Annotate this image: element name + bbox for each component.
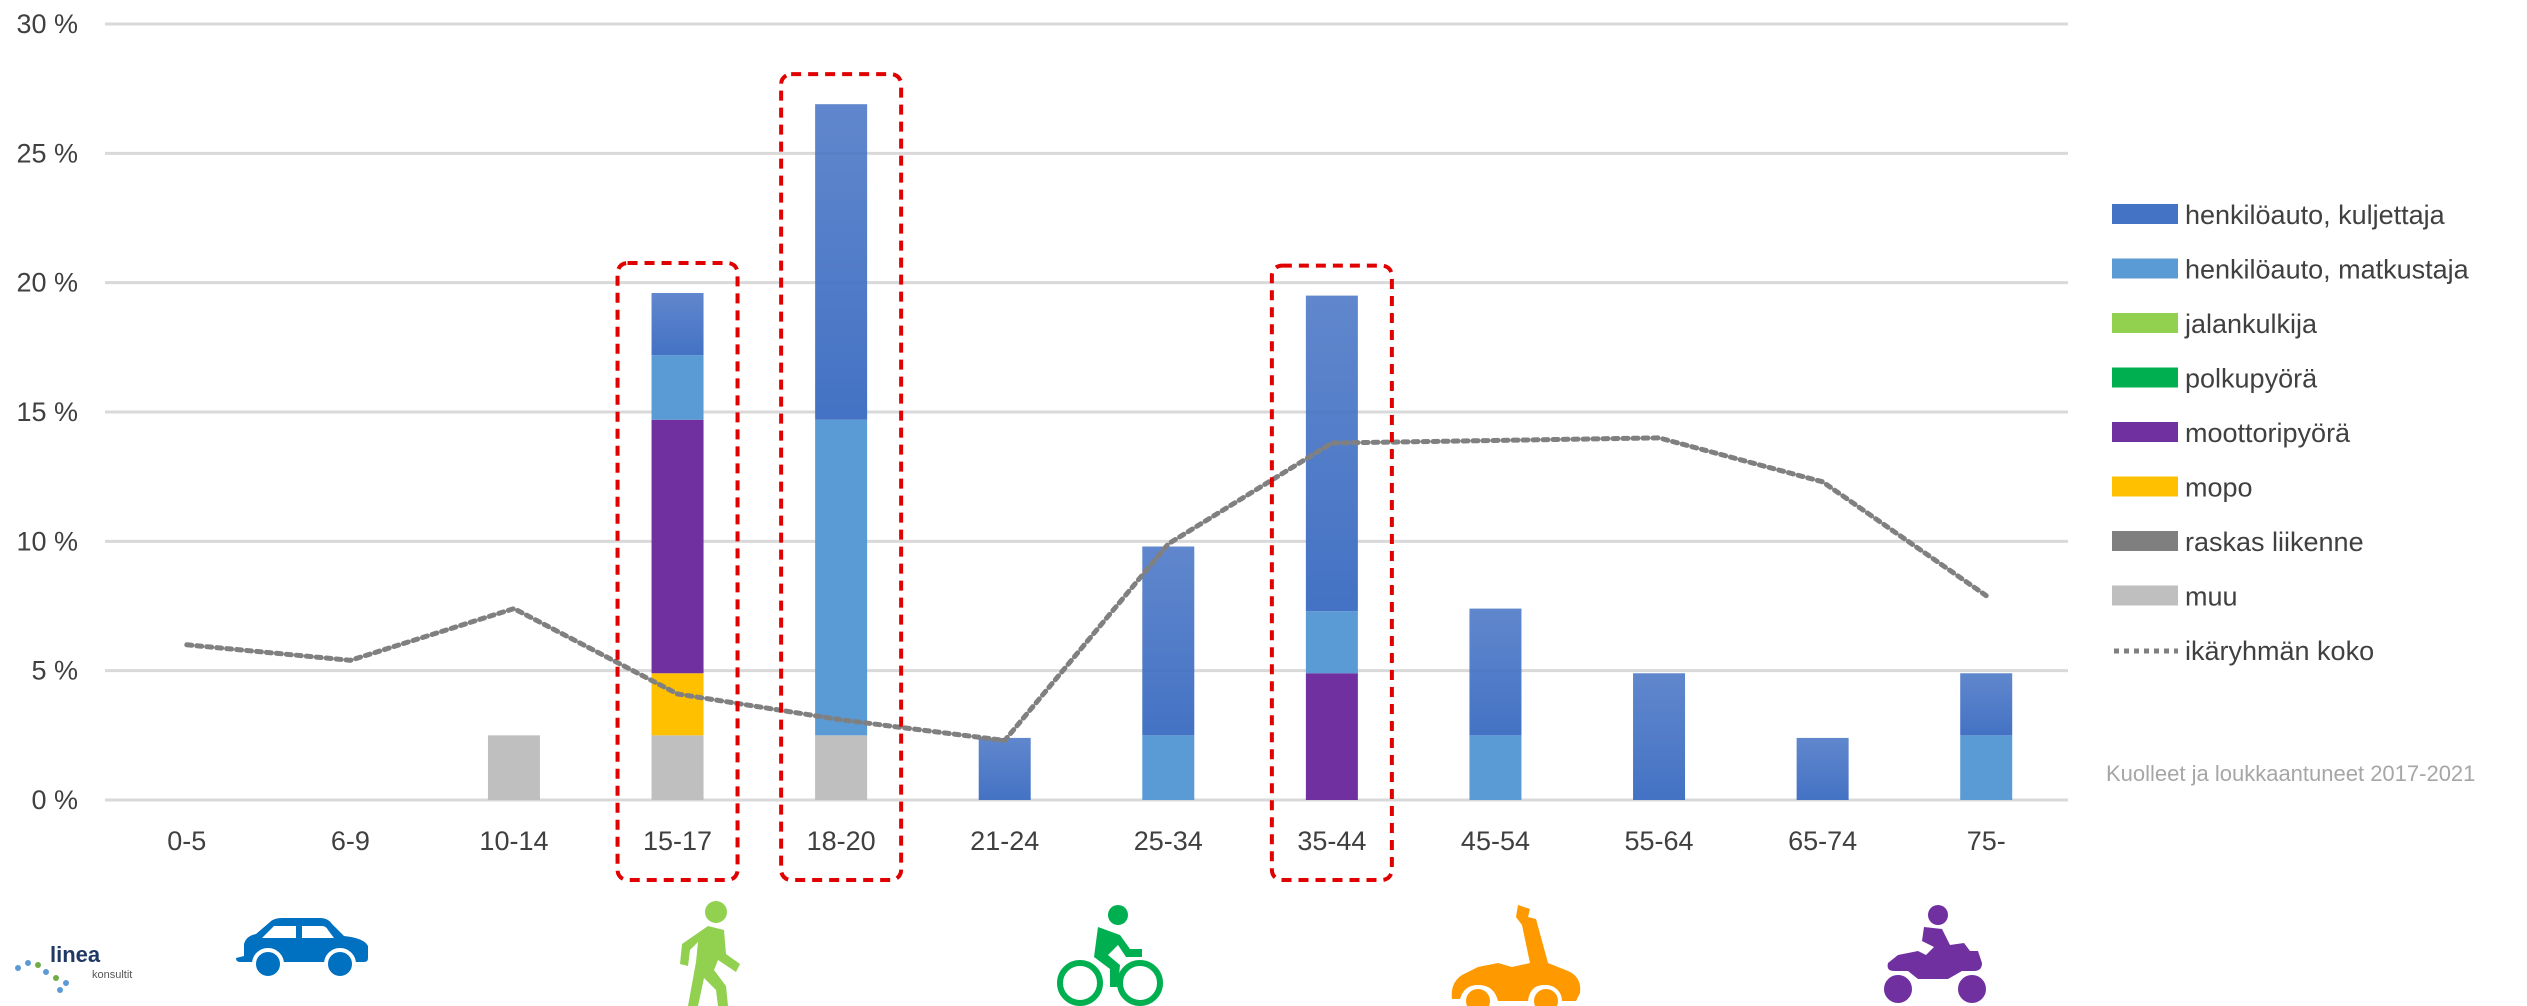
legend-swatch [2112,422,2178,442]
legend: henkilöauto, kuljettaja henkilöauto, matk… [2112,200,2470,666]
bar-segment [815,419,868,736]
legend-swatch [2112,531,2178,551]
legend-swatch [2112,367,2178,388]
bar-segment [1142,735,1195,800]
legend-label: henkilöauto, matkustaja [2185,255,2470,285]
bar-segment [651,419,704,674]
moped-icon [1451,905,1581,1006]
bar-segment [1960,673,2013,736]
y-tick-label: 25 % [16,138,78,168]
bicycle-icon [1057,905,1163,1006]
bar-segment [978,737,1031,800]
legend-label: mopo [2185,473,2253,503]
x-tick-label: 18-20 [807,826,876,856]
legend-label: jalankulkija [2184,309,2318,339]
y-tick-label: 20 % [16,268,78,298]
x-tick-label: 10-14 [479,826,548,856]
x-tick-label: 0-5 [167,826,206,856]
gridlines [105,22,2068,802]
legend-label: henkilöauto, kuljettaja [2185,200,2446,230]
x-tick-label: 35-44 [1297,826,1366,856]
legend-label: polkupyörä [2185,364,2318,394]
x-tick-label: 6-9 [331,826,370,856]
bar-segment [1796,737,1849,800]
legend-label: ikäryhmän koko [2185,636,2374,666]
car-icon [236,918,368,980]
bar-segment [1469,608,1522,736]
y-tick-label: 30 % [16,9,78,39]
bar-segment [1960,735,2013,800]
y-tick-label: 10 % [16,526,78,556]
motorcycle-icon [1880,905,1990,1006]
pedestrian-icon [680,901,740,1006]
legend-swatch [2112,585,2178,606]
legend-swatch [2112,313,2178,333]
bar-segment [1305,611,1358,674]
bar-segment [1633,673,1686,800]
bar-segment [1142,546,1195,736]
x-tick-label: 75- [1967,826,2006,856]
legend-label: muu [2185,582,2238,612]
linea-logo: linea konsultit [15,942,132,993]
y-tick-label: 5 % [31,656,78,686]
bar-segment [815,735,868,800]
legend-swatch [2112,258,2178,279]
y-tick-label: 0 % [31,785,78,815]
x-tick-label: 21-24 [970,826,1039,856]
legend-label: raskas liikenne [2185,527,2364,557]
line-series [184,435,1989,744]
highlight-boxes [615,72,1394,883]
highlight-box [615,261,740,883]
bar-segment [1305,673,1358,800]
x-axis-ticks: 0-5 6-9 10-14 15-17 18-20 21-24 25-34 35-44 45-5… [167,826,2005,856]
y-tick-label: 15 % [16,397,78,427]
legend-swatch [2112,476,2178,497]
logo-subtext: konsultit [92,969,132,981]
x-tick-label: 25-34 [1134,826,1203,856]
x-tick-label: 55-64 [1625,826,1694,856]
legend-swatch [2112,204,2178,224]
bar-segment [651,293,704,356]
x-tick-label: 45-54 [1461,826,1530,856]
bar-segment [487,735,540,800]
bars [487,104,2013,800]
bar-segment [651,355,704,420]
age-group-size-line [184,435,1989,744]
highlight-box [1269,263,1394,883]
chart-note: Kuolleet ja loukkaantuneet 2017-2021 [2106,761,2475,786]
legend-label: moottoripyörä [2185,418,2351,448]
logo-text: linea [50,942,101,967]
x-tick-label: 65-74 [1788,826,1857,856]
bar-segment [1469,735,1522,800]
y-axis-ticks: 0 % 5 % 10 % 15 % 20 % 25 % 30 % [16,9,78,815]
x-tick-label: 15-17 [643,826,712,856]
bar-segment [815,104,868,420]
bar-segment [651,735,704,800]
